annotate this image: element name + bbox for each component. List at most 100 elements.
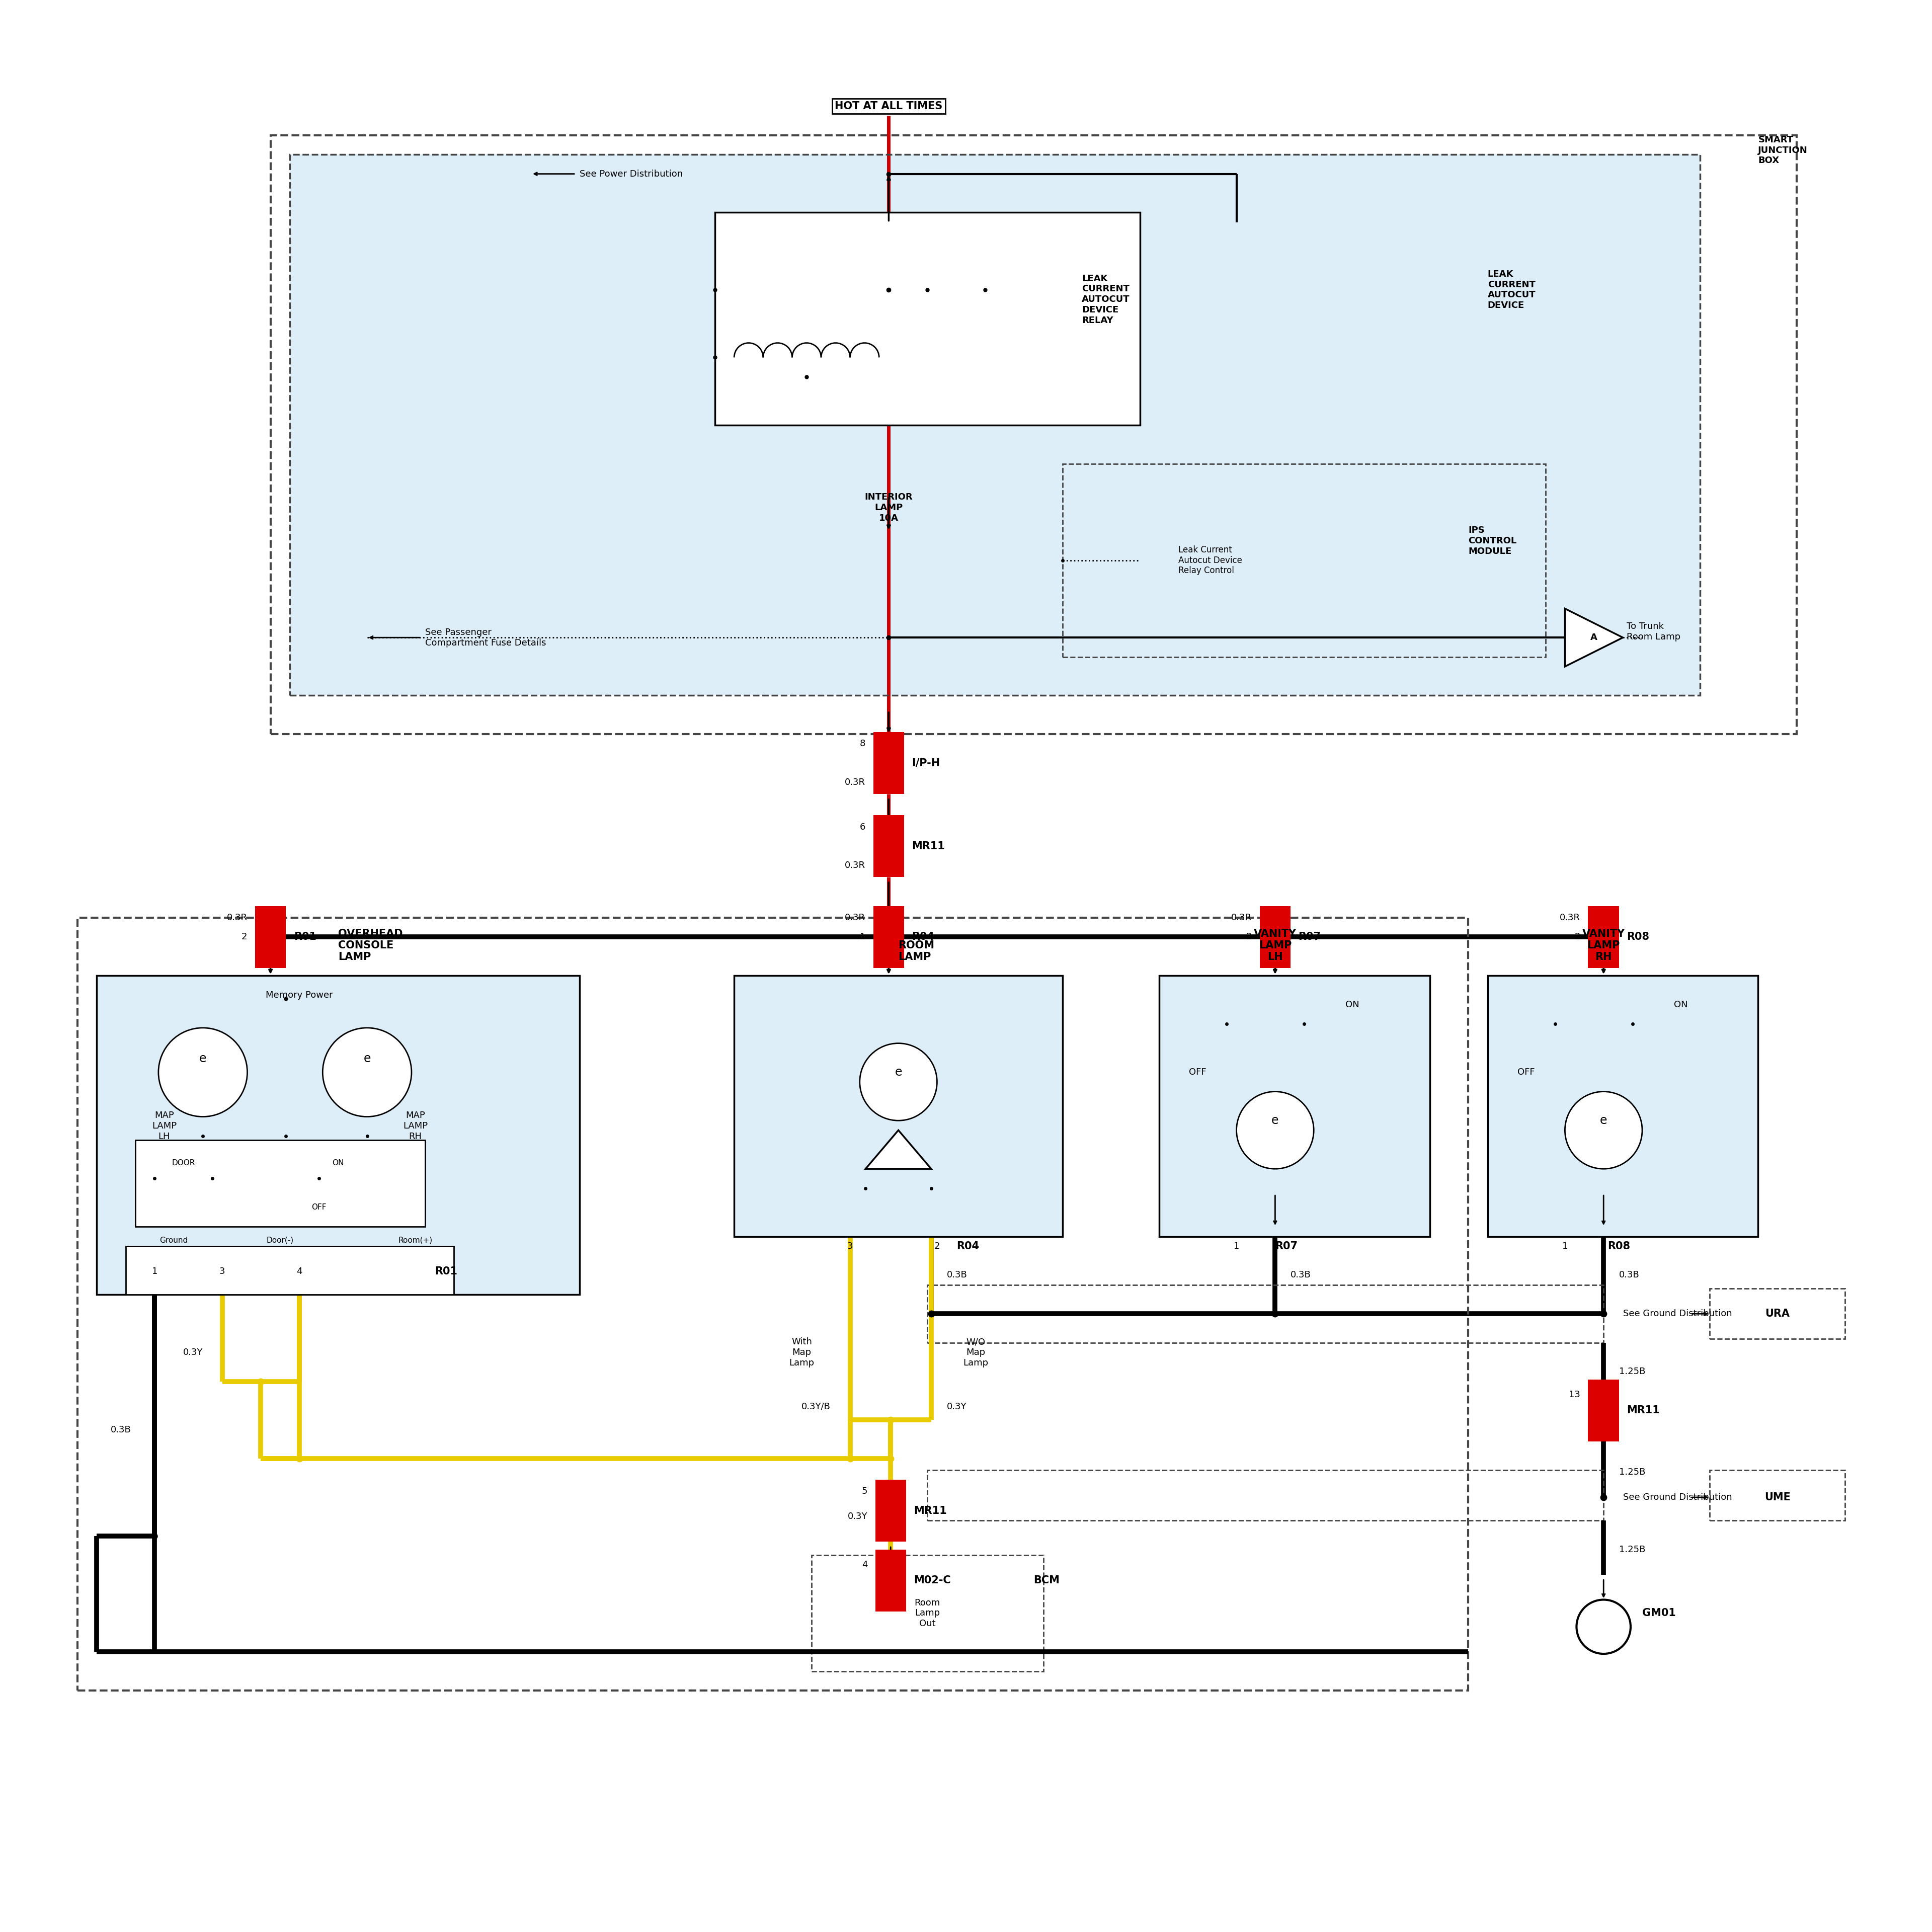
Text: 5: 5 (862, 1488, 867, 1495)
Text: LEAK
CURRENT
AUTOCUT
DEVICE: LEAK CURRENT AUTOCUT DEVICE (1488, 270, 1536, 309)
Text: I/P-H: I/P-H (912, 757, 941, 769)
Text: W/O
Map
Lamp: W/O Map Lamp (962, 1337, 989, 1368)
Text: ROOM
LAMP: ROOM LAMP (898, 941, 935, 962)
Bar (734, 976, 1063, 1236)
Bar (1710, 1470, 1845, 1520)
Circle shape (323, 1028, 412, 1117)
Circle shape (860, 1043, 937, 1121)
Text: SMART
JUNCTION
BOX: SMART JUNCTION BOX (1758, 135, 1808, 166)
Bar (1588, 906, 1619, 968)
Text: OFF: OFF (1517, 1068, 1536, 1076)
Text: 0.3B: 0.3B (1291, 1271, 1312, 1279)
Text: R07: R07 (1275, 1240, 1298, 1252)
Polygon shape (1565, 609, 1623, 667)
Text: URA: URA (1766, 1308, 1789, 1320)
Text: 0.3R: 0.3R (1559, 914, 1580, 922)
Bar (1488, 976, 1758, 1236)
Text: 0.3Y: 0.3Y (848, 1513, 867, 1520)
Text: 0.3B: 0.3B (110, 1426, 131, 1434)
Text: e: e (1271, 1115, 1279, 1126)
Text: R08: R08 (1627, 931, 1650, 943)
Text: See Ground Distribution: See Ground Distribution (1623, 1310, 1731, 1318)
Text: 3: 3 (220, 1267, 224, 1275)
Text: INTERIOR
LAMP
10A: INTERIOR LAMP 10A (866, 493, 912, 524)
Text: 2: 2 (1575, 933, 1580, 941)
Text: ON: ON (1345, 1001, 1360, 1009)
Text: UME: UME (1764, 1492, 1791, 1503)
Text: 6: 6 (860, 823, 866, 831)
Bar (77, 918, 1468, 1691)
Text: R01: R01 (294, 931, 317, 943)
Bar (875, 1549, 906, 1611)
Text: R04: R04 (956, 1240, 980, 1252)
Circle shape (1236, 1092, 1314, 1169)
Bar (1710, 1289, 1845, 1339)
Text: 2: 2 (1246, 933, 1252, 941)
Text: OVERHEAD
CONSOLE
LAMP: OVERHEAD CONSOLE LAMP (338, 929, 402, 962)
Text: e: e (895, 1066, 902, 1078)
Text: IPS
CONTROL
MODULE: IPS CONTROL MODULE (1468, 526, 1517, 556)
Bar (873, 815, 904, 877)
Text: R07: R07 (1298, 931, 1321, 943)
Text: 13: 13 (1569, 1391, 1580, 1399)
Text: 3: 3 (848, 1242, 852, 1250)
Text: Room(+): Room(+) (398, 1236, 433, 1244)
Polygon shape (866, 1130, 931, 1169)
Text: ON: ON (1673, 1001, 1689, 1009)
Bar (290, 155, 1700, 696)
Text: See Ground Distribution: See Ground Distribution (1623, 1493, 1731, 1501)
Text: ON: ON (332, 1159, 344, 1167)
Text: 1.25B: 1.25B (1619, 1546, 1646, 1553)
Text: To Trunk
Room Lamp: To Trunk Room Lamp (1627, 622, 1681, 641)
Bar (290, 155, 1700, 696)
Bar (1588, 1379, 1619, 1441)
Text: HOT AT ALL TIMES: HOT AT ALL TIMES (835, 100, 943, 112)
Bar (811, 1555, 1043, 1671)
Text: A: A (1590, 634, 1598, 641)
Bar (135, 1140, 425, 1227)
Text: Memory Power: Memory Power (267, 991, 332, 999)
Text: 1: 1 (860, 933, 866, 941)
Text: Leak Current
Autocut Device
Relay Control: Leak Current Autocut Device Relay Contro… (1179, 545, 1242, 576)
Bar (875, 1480, 906, 1542)
Text: 0.3B: 0.3B (1619, 1271, 1640, 1279)
Text: Room
Lamp
Out: Room Lamp Out (914, 1598, 941, 1629)
Text: LEAK
CURRENT
AUTOCUT
DEVICE
RELAY: LEAK CURRENT AUTOCUT DEVICE RELAY (1082, 274, 1130, 325)
Text: R08: R08 (1607, 1240, 1631, 1252)
Text: 2: 2 (935, 1242, 939, 1250)
Text: 1: 1 (1235, 1242, 1238, 1250)
Text: MAP
LAMP
RH: MAP LAMP RH (404, 1111, 427, 1142)
Text: 8: 8 (860, 740, 866, 748)
Text: e: e (199, 1053, 207, 1065)
Circle shape (1577, 1600, 1631, 1654)
Bar (255, 906, 286, 968)
Text: 2: 2 (242, 933, 247, 941)
Text: 4: 4 (298, 1267, 301, 1275)
Text: 0.3R: 0.3R (844, 914, 866, 922)
Bar (270, 135, 1797, 734)
Text: BCM: BCM (1034, 1575, 1061, 1586)
Text: MAP
LAMP
LH: MAP LAMP LH (153, 1111, 176, 1142)
Bar (927, 1285, 1604, 1343)
Bar (715, 213, 1140, 425)
Text: 1.25B: 1.25B (1619, 1368, 1646, 1376)
Bar (1260, 906, 1291, 968)
Text: Ground: Ground (160, 1236, 187, 1244)
Text: OFF: OFF (311, 1204, 327, 1211)
Bar (927, 1470, 1604, 1520)
Text: MR11: MR11 (912, 840, 945, 852)
Text: 0.3Y: 0.3Y (947, 1403, 966, 1410)
Text: 0.3R: 0.3R (844, 779, 866, 786)
Text: R04: R04 (912, 931, 935, 943)
Text: VANITY
LAMP
LH: VANITY LAMP LH (1254, 929, 1296, 962)
Text: 4: 4 (862, 1561, 867, 1569)
Text: VANITY
LAMP
RH: VANITY LAMP RH (1582, 929, 1625, 962)
Bar (126, 1246, 454, 1294)
Text: GM01: GM01 (1642, 1607, 1675, 1619)
Text: e: e (1600, 1115, 1607, 1126)
Bar (1063, 464, 1546, 657)
Text: 0.3Y: 0.3Y (184, 1349, 203, 1356)
Text: See Passenger
Compartment Fuse Details: See Passenger Compartment Fuse Details (425, 628, 547, 647)
Text: 0.3R: 0.3R (844, 862, 866, 869)
Text: MR11: MR11 (914, 1505, 947, 1517)
